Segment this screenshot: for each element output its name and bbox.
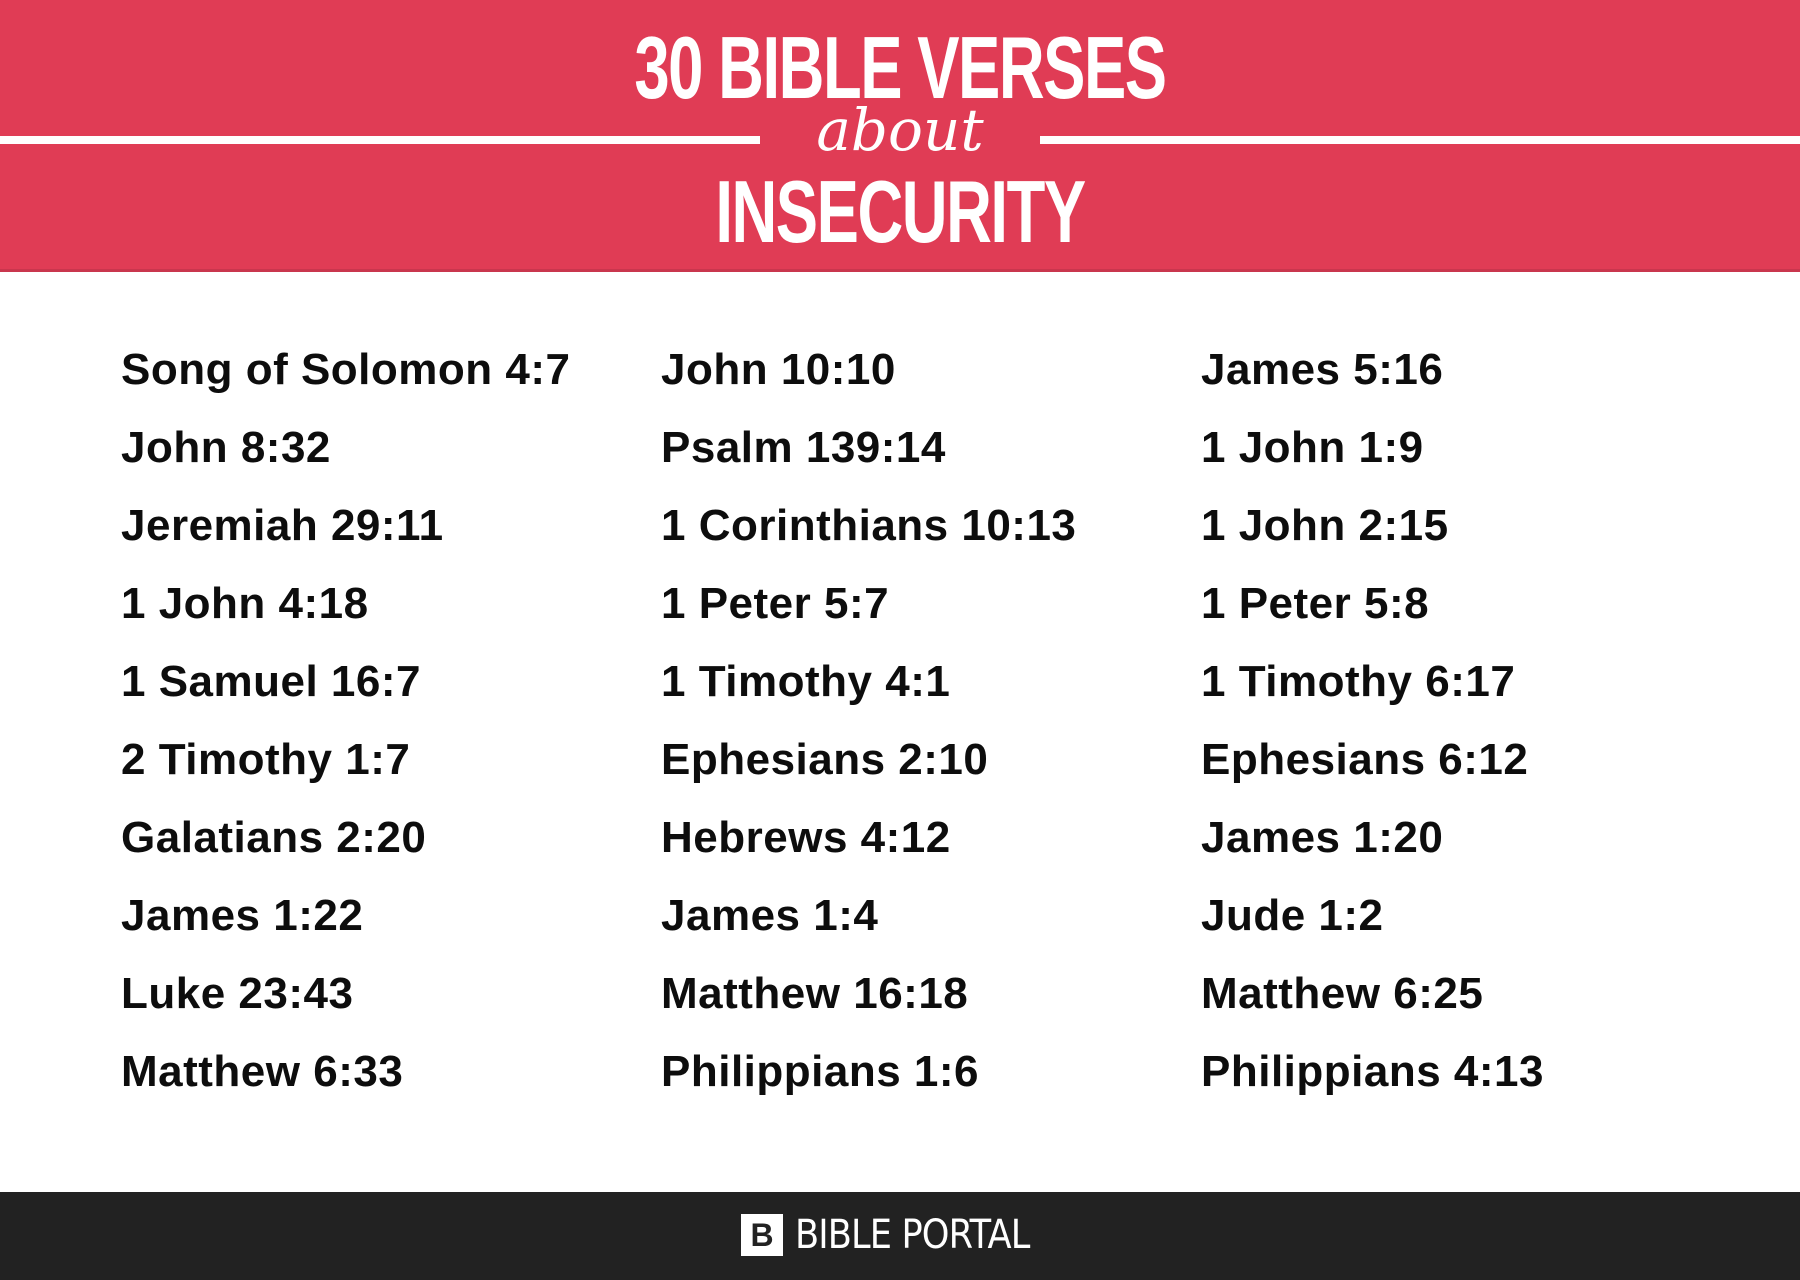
verse-item: Jeremiah 29:11 <box>121 501 444 550</box>
verse-item: 1 John 2:15 <box>1201 501 1449 550</box>
verse-item: Ephesians 2:10 <box>661 735 989 784</box>
left-divider-line <box>0 136 760 144</box>
verse-item: 2 Timothy 1:7 <box>121 735 411 784</box>
verse-item: James 1:20 <box>1201 813 1444 862</box>
verse-item: Matthew 6:25 <box>1201 969 1484 1018</box>
verse-item: 1 John 4:18 <box>121 579 369 628</box>
title-line-2: INSECURITY <box>715 162 1086 261</box>
bible-portal-logo[interactable]: B BIBLE PORTAL <box>741 1214 1061 1256</box>
verse-item: Philippians 4:13 <box>1201 1047 1544 1096</box>
verse-item: Philippians 1:6 <box>661 1047 980 1096</box>
subtitle-about: about <box>816 96 984 164</box>
verse-item: Hebrews 4:12 <box>661 813 951 862</box>
verse-list: Song of Solomon 4:7 John 8:32 Jeremiah 2… <box>0 340 1800 1130</box>
bible-portal-b-icon: B <box>741 1214 783 1256</box>
verse-item: Matthew 6:33 <box>121 1047 404 1096</box>
verse-column-1: Song of Solomon 4:7 John 8:32 Jeremiah 2… <box>121 340 641 1120</box>
footer-bar: B BIBLE PORTAL <box>0 1192 1800 1280</box>
verse-item: John 8:32 <box>121 423 331 472</box>
verse-item: James 1:4 <box>661 891 879 940</box>
verse-column-3: James 5:16 1 John 1:9 1 John 2:15 1 Pete… <box>1201 340 1721 1120</box>
verse-item: Ephesians 6:12 <box>1201 735 1529 784</box>
verse-item: 1 Peter 5:7 <box>661 579 890 628</box>
verse-item: 1 Samuel 16:7 <box>121 657 421 706</box>
brand-name: BIBLE PORTAL <box>795 1212 1030 1258</box>
verse-item: 1 Peter 5:8 <box>1201 579 1430 628</box>
verse-item: 1 Timothy 4:1 <box>661 657 951 706</box>
verse-item: Psalm 139:14 <box>661 423 946 472</box>
verse-item: Song of Solomon 4:7 <box>121 345 571 394</box>
verse-item: Luke 23:43 <box>121 969 354 1018</box>
header-banner: 30 BIBLE VERSES about INSECURITY <box>0 0 1800 272</box>
verse-item: John 10:10 <box>661 345 896 394</box>
verse-item: 1 Corinthians 10:13 <box>661 501 1077 550</box>
verse-item: Matthew 16:18 <box>661 969 969 1018</box>
verse-column-2: John 10:10 Psalm 139:14 1 Corinthians 10… <box>661 340 1181 1120</box>
verse-item: 1 John 1:9 <box>1201 423 1424 472</box>
verse-item: Galatians 2:20 <box>121 813 427 862</box>
verse-item: 1 Timothy 6:17 <box>1201 657 1516 706</box>
verse-item: Jude 1:2 <box>1201 891 1384 940</box>
verse-item: James 1:22 <box>121 891 364 940</box>
right-divider-line <box>1040 136 1800 144</box>
verse-item: James 5:16 <box>1201 345 1444 394</box>
title-line-1: 30 BIBLE VERSES <box>634 18 1167 117</box>
